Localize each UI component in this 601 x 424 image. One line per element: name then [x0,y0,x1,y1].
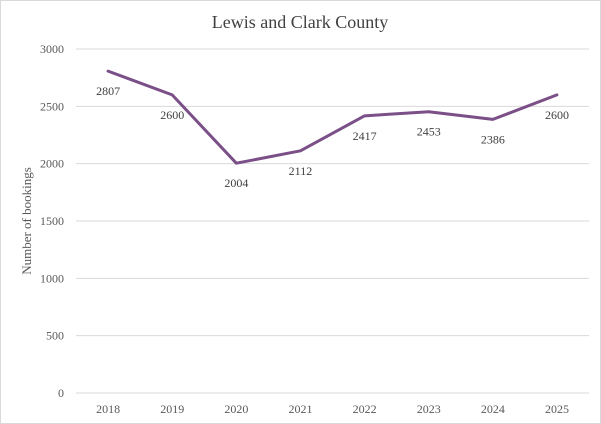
data-labels: 2807 2600 2004 2112 2417 2453 2386 2600 [96,84,569,190]
y-tick-label: 1500 [40,214,64,228]
data-label: 2417 [353,129,377,143]
y-tick-label: 1000 [40,271,64,285]
x-tick-label: 2018 [96,402,120,416]
series-line [106,69,559,165]
series-line-group [106,69,559,165]
y-tick-label: 500 [46,329,64,343]
x-tick-label: 2021 [288,402,312,416]
x-axis-ticks: 2018 2019 2020 2021 2022 2023 2024 2025 [96,402,569,416]
data-label: 2453 [417,125,441,139]
data-label: 2004 [224,176,248,190]
y-tick-label: 3000 [40,42,64,56]
data-label: 2386 [481,132,505,146]
data-label: 2600 [545,108,569,122]
x-tick-label: 2024 [481,402,505,416]
x-tick-label: 2020 [224,402,248,416]
gridlines [76,48,589,394]
x-tick-label: 2023 [417,402,441,416]
y-axis-ticks: 0 500 1000 1500 2000 2500 3000 [40,42,64,400]
x-tick-label: 2025 [545,402,569,416]
data-label: 2112 [289,164,313,178]
y-tick-label: 0 [58,386,64,400]
x-tick-label: 2019 [160,402,184,416]
data-label: 2600 [160,108,184,122]
y-axis-title: Number of bookings [19,167,34,275]
y-tick-label: 2500 [40,99,64,113]
y-tick-label: 2000 [40,157,64,171]
data-label: 2807 [96,84,120,98]
chart-title: Lewis and Clark County [212,12,388,32]
x-tick-label: 2022 [353,402,377,416]
